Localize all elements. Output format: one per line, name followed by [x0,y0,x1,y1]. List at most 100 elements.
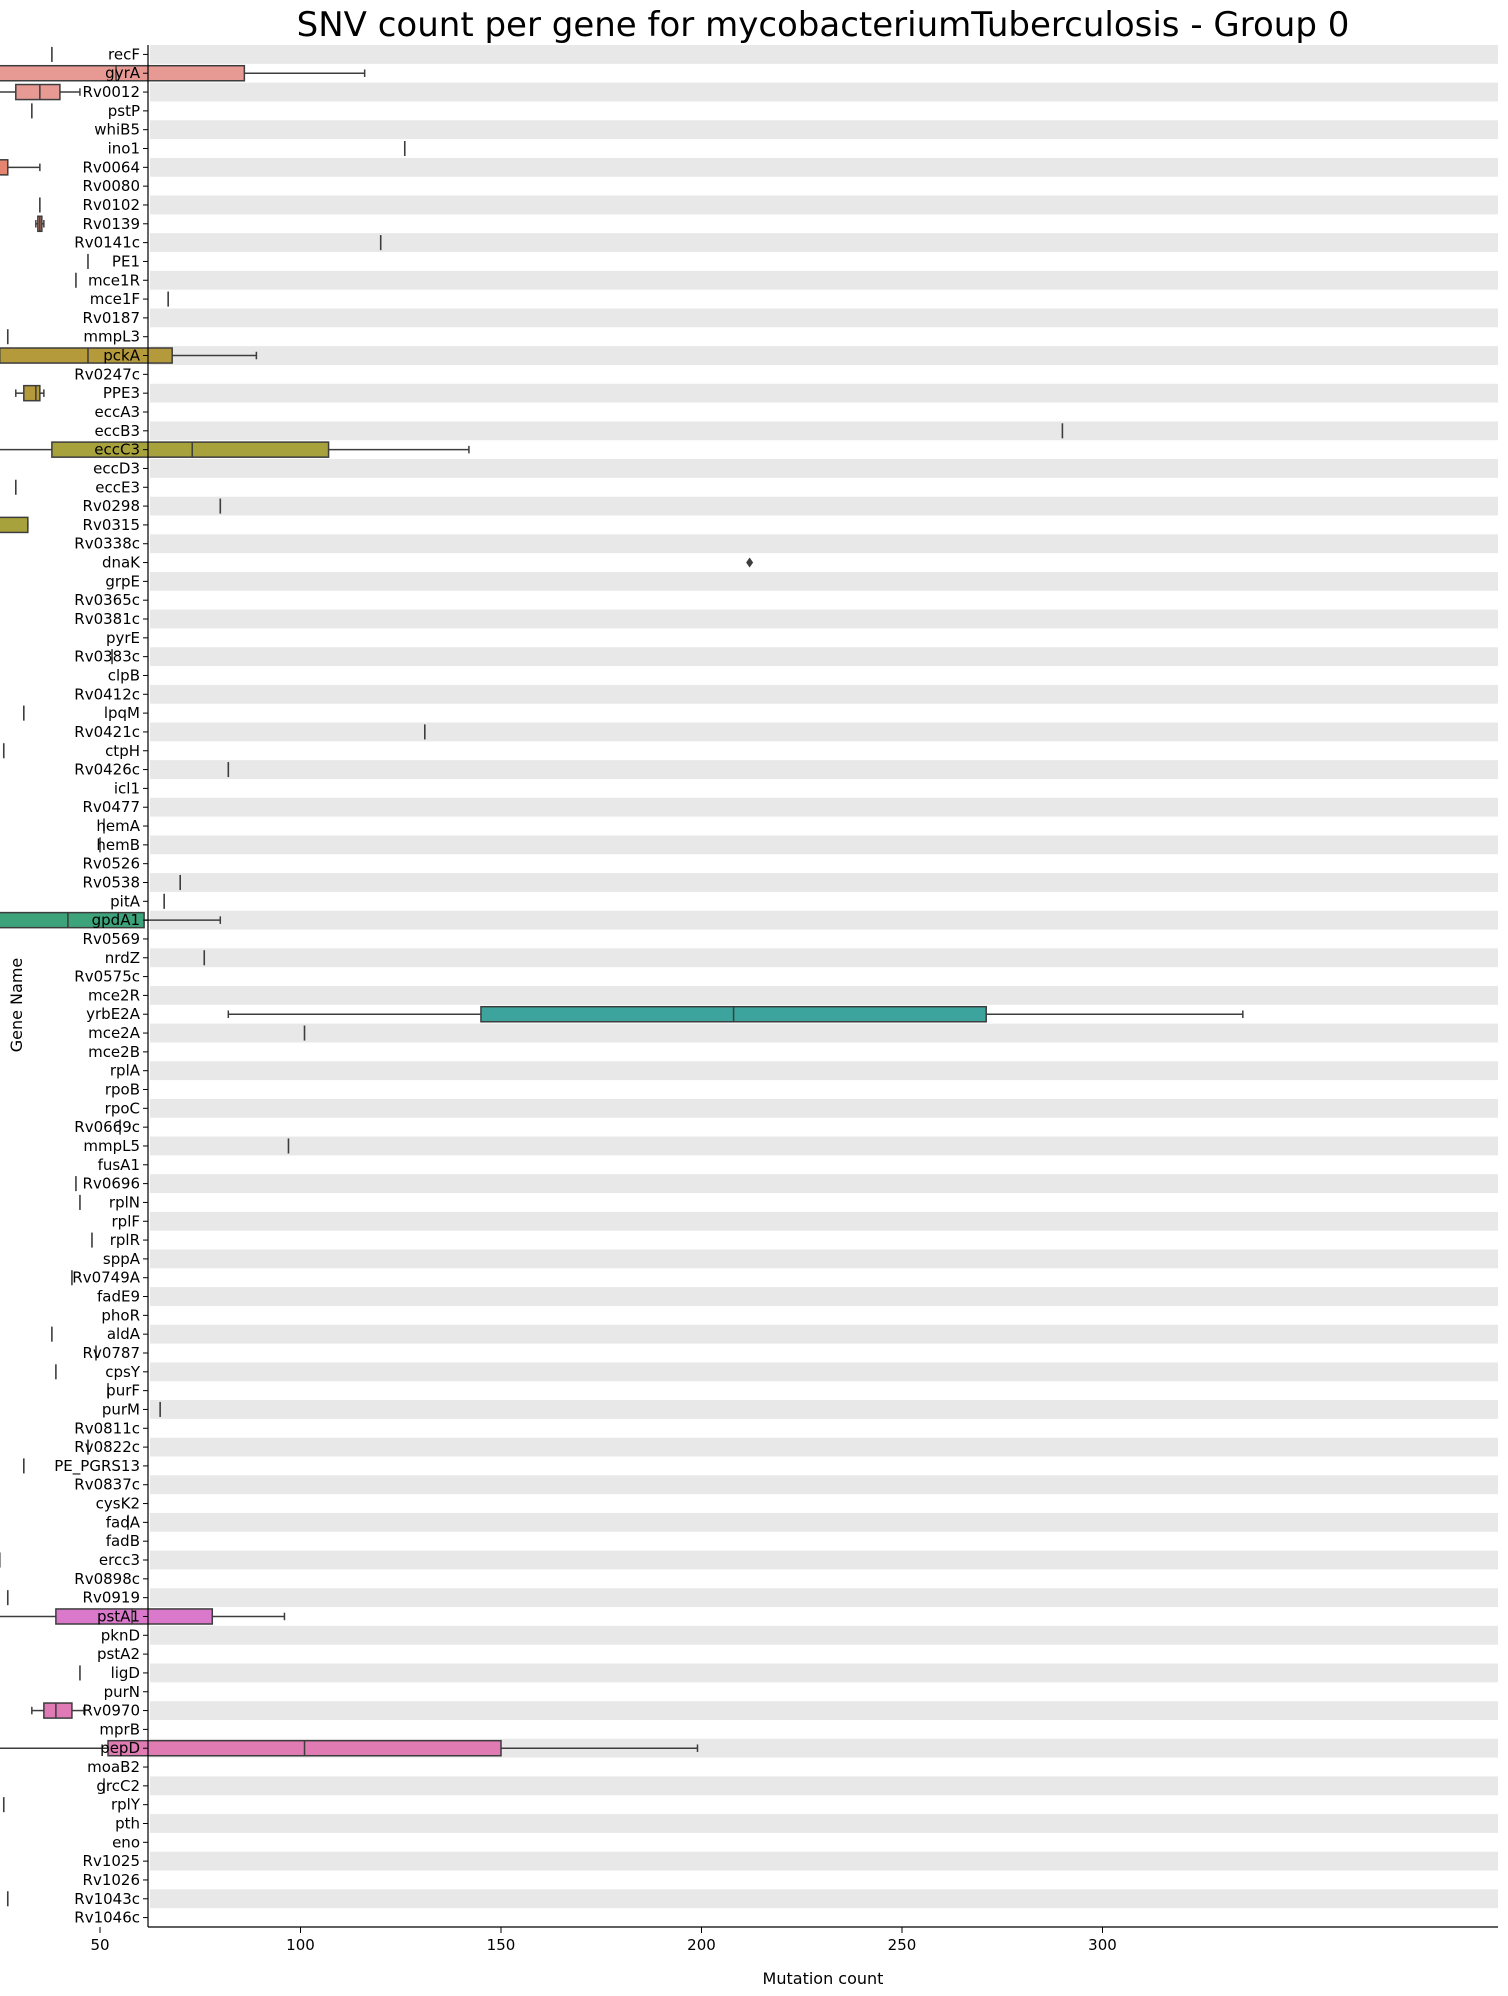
row-band [150,1550,1498,1570]
y-tick-label: Rv0970 [83,1702,140,1720]
y-tick-label: fadE9 [97,1288,140,1306]
row-band [150,1512,1498,1532]
row-band [150,1814,1498,1833]
y-tick-label: mce2B [88,1043,140,1061]
y-tick-label: Rv0139 [83,215,140,233]
row-band [150,609,1498,629]
row-band [150,1625,1498,1645]
y-tick-label: Rv0247c [74,365,140,383]
row-band [150,1136,1498,1156]
row-band [150,1663,1498,1683]
y-tick-label: hemB [96,836,140,854]
y-tick-label: pitA [110,892,141,910]
x-tick-label: 300 [1088,1936,1117,1954]
row-band [150,1023,1498,1043]
y-tick-label: pstP [108,102,140,120]
y-tick-label: Rv0669c [74,1118,140,1136]
row-band [150,1475,1498,1495]
row-band [150,157,1498,177]
row-band [150,684,1498,704]
row-band [150,571,1498,591]
y-tick-label: Rv0898c [74,1570,140,1588]
chart-title: SNV count per gene for mycobacteriumTube… [297,5,1350,45]
row-band [150,760,1498,779]
y-tick-label: Rv0412c [74,685,140,703]
y-tick-label: ercc3 [99,1551,140,1569]
y-tick-label: pstA1 [97,1607,140,1625]
y-tick-label: eno [112,1833,140,1851]
box-eccC3 [51,441,330,458]
row-band [150,647,1498,667]
y-tick-label: icl1 [114,779,140,797]
y-tick-label: rpoB [105,1081,140,1099]
row-band [150,1776,1498,1796]
row-band [150,383,1498,403]
row-band [150,1174,1498,1194]
y-tick-label: Rv0338c [74,535,140,553]
y-tick-label: Rv0298 [83,497,140,515]
row-band [150,873,1498,892]
y-tick-label: pckA [103,347,140,365]
y-tick-label: Rv0696 [83,1175,140,1193]
row-band [150,1362,1498,1382]
y-tick-label: ligD [111,1664,140,1682]
row-band [150,1287,1498,1306]
y-tick-label: clpB [108,666,140,684]
y-tick-label: mmpL5 [83,1137,140,1155]
y-axis-ticks: recFgyrARv0012pstPwhiB5ino1Rv0064Rv0080R… [54,45,148,1927]
y-tick-label: mprB [99,1720,140,1738]
y-tick-label: rplF [112,1212,140,1230]
y-tick-label: Rv0569 [83,930,140,948]
box-Rv0012 [15,83,61,101]
row-band [150,986,1498,1005]
y-tick-label: Rv0837c [74,1476,140,1494]
row-band [150,1249,1498,1269]
y-tick-label: eccA3 [94,403,140,421]
row-band [150,910,1498,930]
x-axis-ticks: 50 100 150 200 250 300 [90,1927,1117,1954]
y-tick-label: Rv1026 [83,1871,140,1889]
box-Rv0315 [0,516,29,534]
row-band [150,1889,1498,1909]
y-tick-label: pknD [101,1626,140,1644]
box-PPE3 [23,384,41,402]
box-Rv0970 [43,1702,73,1719]
row-band [150,459,1498,478]
y-tick-label: Rv0787 [83,1344,140,1362]
y-tick-label: Rv0822c [74,1438,140,1456]
y-tick-label: Rv1043c [74,1890,140,1908]
y-tick-label: Rv0919 [83,1589,140,1607]
x-tick-label: 200 [687,1936,716,1954]
y-tick-label: hemA [96,817,140,835]
y-tick-label: mce1R [88,271,140,289]
row-band [150,1098,1498,1118]
row-band [150,120,1498,140]
y-tick-label: Rv0080 [83,177,140,195]
y-tick-label: moaB2 [87,1758,140,1776]
y-tick-label: yrbE2A [86,1005,141,1023]
y-tick-label: mce2R [88,986,140,1004]
y-tick-label: rplN [109,1193,140,1211]
y-tick-label: rplY [111,1796,141,1814]
y-tick-label: purF [106,1382,140,1400]
y-tick-label: Rv0526 [83,855,140,873]
y-tick-label: lpqM [104,704,140,722]
x-tick-label: 250 [888,1936,917,1954]
y-tick-label: Rv0477 [83,798,140,816]
row-band [150,722,1498,742]
y-tick-label: eccD3 [93,459,140,477]
y-tick-label: mce1F [90,290,140,308]
y-tick-label: Rv0012 [83,83,140,101]
y-tick-label: Rv0365c [74,591,140,609]
y-tick-label: phoR [101,1306,140,1324]
y-tick-label: ino1 [108,140,140,158]
y-tick-label: gpdA1 [92,911,140,929]
y-tick-label: Rv0064 [83,158,140,176]
box-gyrA [0,64,246,82]
y-tick-label: aldA [107,1325,141,1343]
y-tick-label: Rv0102 [83,196,140,214]
y-tick-label: mce2A [88,1024,141,1042]
y-tick-label: Rv1025 [83,1852,140,1870]
y-tick-label: pyrE [106,629,140,647]
